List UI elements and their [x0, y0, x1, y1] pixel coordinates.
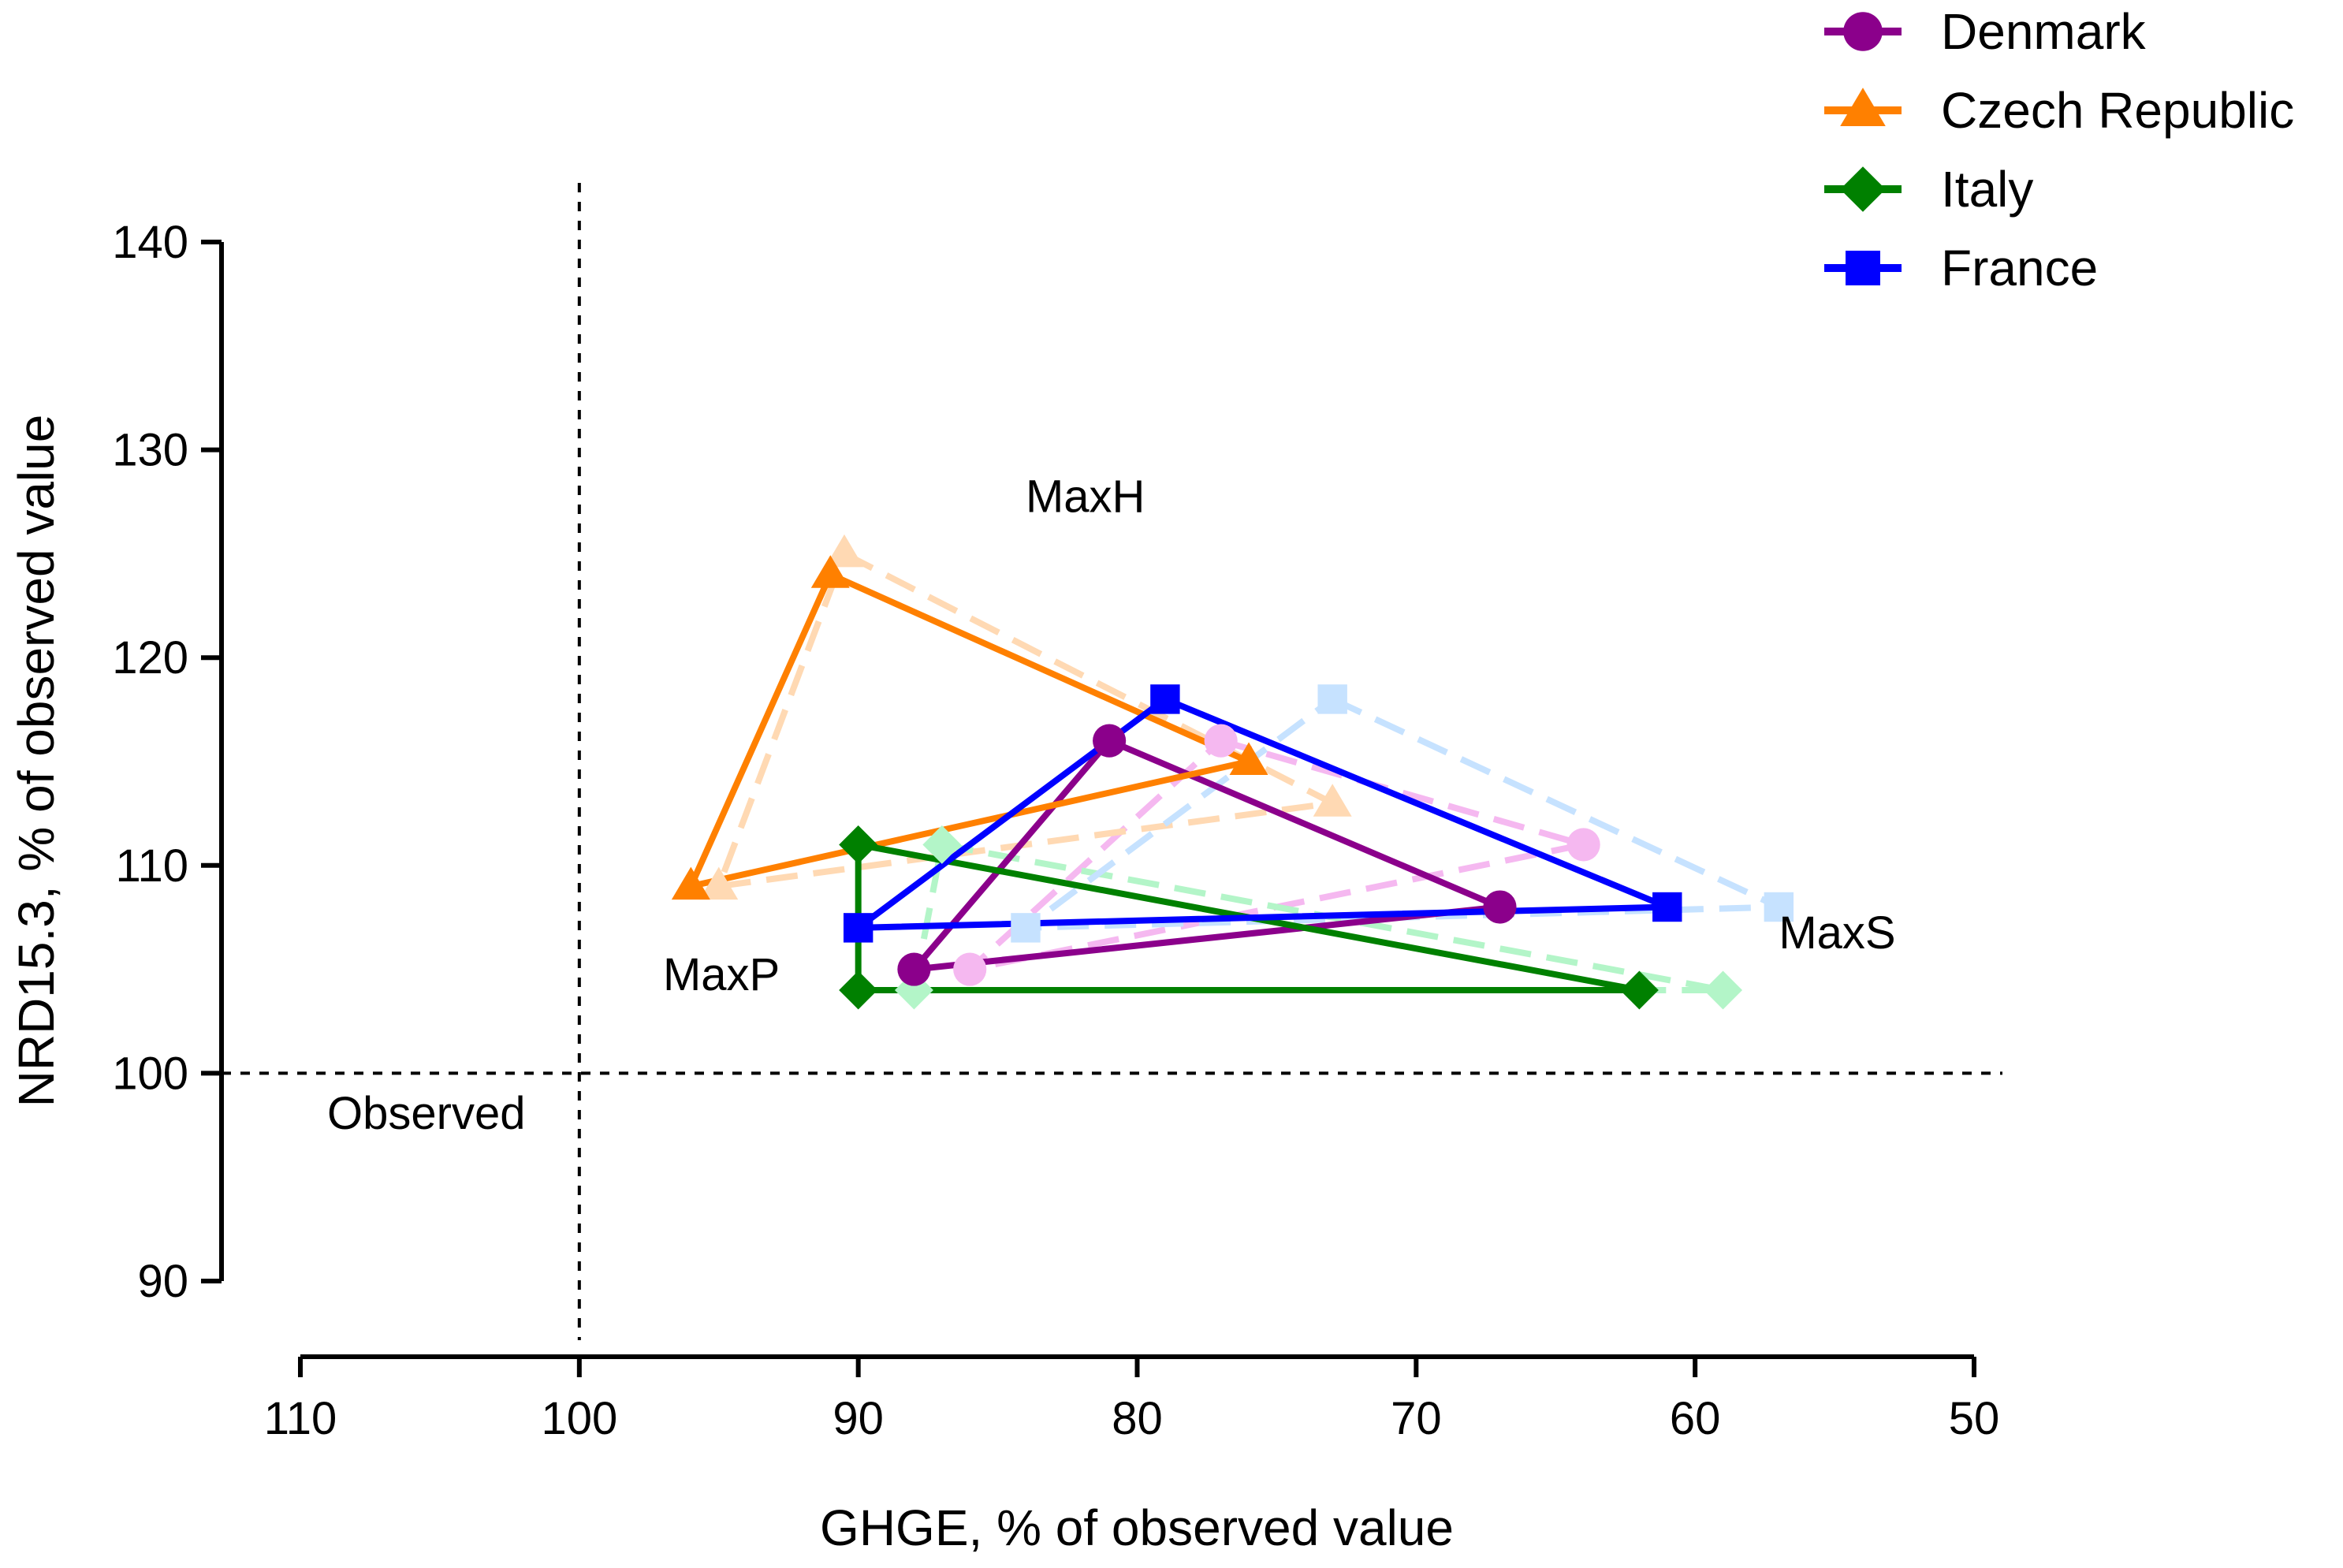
marker-layer [671, 534, 1794, 1010]
czech-republic-dashed-series-line [715, 550, 1336, 890]
x-tick-label: 80 [1112, 1393, 1163, 1444]
czech-republic-dashed-point [825, 534, 864, 568]
x-axis-title: GHGE, % of observed value [820, 1499, 1454, 1556]
france-dashed-point [1011, 913, 1041, 943]
x-tick-label: 60 [1670, 1393, 1721, 1444]
italy-point [1619, 970, 1659, 1010]
italy-point [839, 970, 878, 1010]
x-tick-label: 90 [833, 1393, 884, 1444]
france-point [1150, 684, 1180, 714]
italy-dashed-point [1704, 970, 1743, 1010]
legend-marker-denmark [1843, 12, 1883, 51]
denmark-series-line [911, 737, 1503, 973]
x-tick-label: 100 [541, 1393, 617, 1444]
czech-republic-point [671, 866, 710, 900]
y-tick-label: 100 [112, 1048, 188, 1099]
denmark-point [1483, 890, 1517, 924]
x-tick-label: 70 [1391, 1393, 1442, 1444]
axes: 90 100 110 120 130 140 110 100 90 80 70 60 50 [112, 217, 1999, 1444]
legend-label-france: France [1941, 240, 2098, 296]
france-series-line [855, 696, 1671, 931]
france-dashed-point [1764, 892, 1794, 922]
y-tick-label: 110 [116, 840, 188, 892]
annotation-maxp: MaxP [663, 949, 780, 1000]
italy-point [839, 825, 878, 864]
annotation-maxh: MaxH [1026, 471, 1145, 523]
legend-marker-france [1846, 251, 1880, 285]
legend-item-italy: Italy [1824, 161, 2033, 218]
denmark-dashed-point [1566, 828, 1600, 862]
legend: Denmark Czech Republic Italy France [1824, 3, 2294, 296]
annotation-maxs: MaxS [1779, 907, 1895, 959]
y-tick-label: 140 [112, 217, 188, 268]
france-dashed-point [1317, 684, 1347, 714]
y-tick-label: 130 [112, 425, 188, 476]
legend-label-italy: Italy [1941, 161, 2033, 218]
denmark-dashed-point [953, 952, 987, 986]
x-tick-label: 110 [264, 1393, 337, 1444]
observed-label: Observed [327, 1088, 525, 1139]
denmark-point [897, 952, 931, 986]
czech-republic-dashed-point [1313, 784, 1352, 817]
czech-republic-dashed-point [699, 866, 739, 900]
czech-republic-point [810, 555, 850, 588]
italy-dashed-point [922, 825, 962, 864]
denmark-point [1093, 724, 1127, 758]
czech-republic-point [1229, 742, 1268, 775]
legend-item-czech-republic: Czech Republic [1824, 82, 2294, 139]
legend-item-france: France [1824, 240, 2098, 296]
france-point [1652, 892, 1682, 922]
labels: GHGE, % of observed value NRD15.3, % of … [8, 415, 1896, 1556]
y-axis-title: NRD15.3, % of observed value [8, 415, 65, 1108]
france-point [843, 913, 874, 943]
y-tick-label: 90 [137, 1256, 188, 1307]
reference-lines [222, 183, 2002, 1340]
denmark-dashed-point [1204, 724, 1238, 758]
legend-label-denmark: Denmark [1941, 3, 2147, 60]
legend-label-czech-republic: Czech Republic [1941, 82, 2294, 139]
x-tick-label: 50 [1949, 1393, 2000, 1444]
legend-marker-italy [1840, 166, 1886, 212]
legend-marker-czech-republic [1840, 88, 1886, 126]
legend-item-denmark: Denmark [1824, 3, 2147, 60]
czech-republic-series-line [687, 572, 1253, 890]
y-tick-label: 120 [112, 632, 188, 683]
